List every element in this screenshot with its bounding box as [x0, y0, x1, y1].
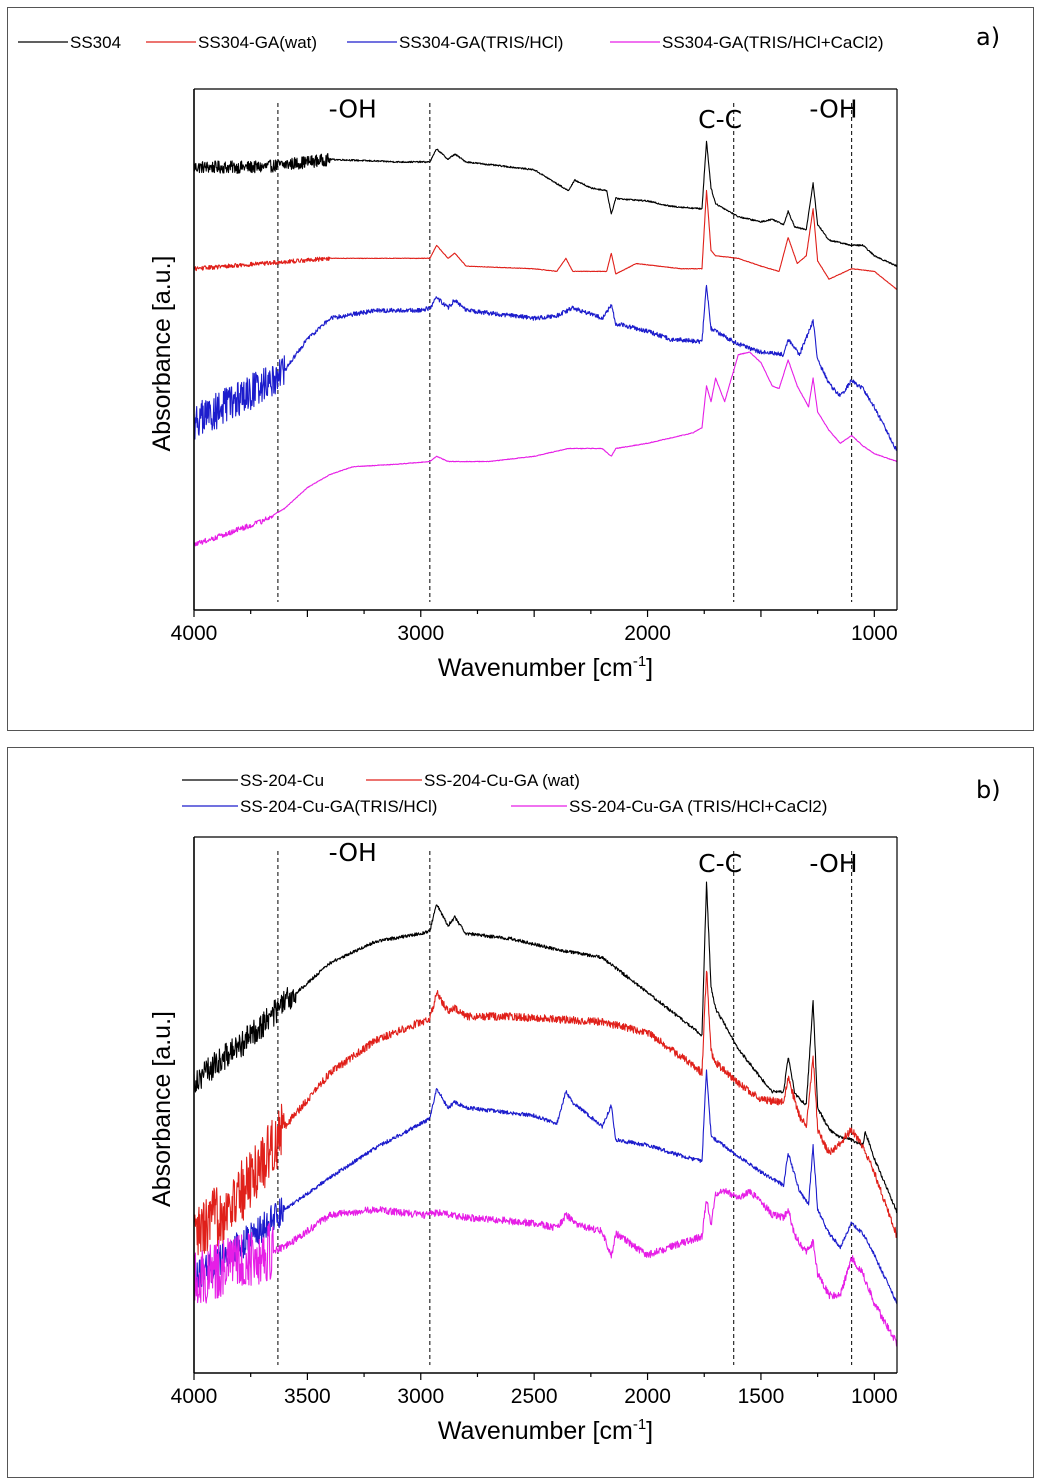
x-tick-label-4000: 4000	[171, 622, 218, 645]
series-line-ss304-ga-tris-hcl	[193, 284, 898, 452]
y-axis-title: Absorbance [a.u.]	[148, 256, 176, 452]
legend-label-ss304-ga-tris-hcl: SS304-GA(TRIS/HCl)	[399, 33, 563, 52]
annotation-oh-0: -OH	[329, 95, 377, 124]
legend-label-ss304: SS304	[70, 33, 121, 52]
series-line-ss-204-cu-ga-tris-hcl	[193, 1069, 898, 1305]
legend-label-ss-204-cu: SS-204-Cu	[240, 771, 324, 790]
panel-label: a)	[976, 23, 1000, 51]
legend-label-ss-204-cu-ga-tris-hcl: SS-204-Cu-GA(TRIS/HCl)	[240, 797, 437, 816]
series-line-ss-204-cu	[193, 881, 898, 1214]
x-tick-label-2500: 2500	[511, 1385, 558, 1408]
chart-b-svg: b) SS-204-Cu SS-204-Cu-GA (wat) SS-204-Cu-G…	[148, 771, 1001, 1445]
x-axis-title: Wavenumber [cm-1]	[438, 1416, 653, 1445]
chart-a-svg: a) SS304 SS304-GA(wat) SS304-GA(TRIS/HCl) SS…	[18, 23, 1000, 682]
series-line-ss-204-cu-ga-wat	[193, 970, 898, 1256]
chart-panel-a: a) SS304 SS304-GA(wat) SS304-GA(TRIS/HCl) SS…	[7, 7, 1034, 731]
x-tick-label-3000: 3000	[397, 622, 444, 645]
y-axis-title: Absorbance [a.u.]	[148, 1011, 176, 1207]
x-tick-label-1000: 1000	[851, 622, 898, 645]
x-tick-label-2000: 2000	[624, 1385, 671, 1408]
x-tick-label-2000: 2000	[624, 622, 671, 645]
x-tick-label-4000: 4000	[171, 1385, 218, 1408]
annotation-oh-2: -OH	[809, 95, 857, 124]
x-tick-label-1500: 1500	[738, 1385, 785, 1408]
panel-label: b)	[976, 776, 1001, 804]
legend-label-ss-204-cu-ga-wat: SS-204-Cu-GA (wat)	[424, 771, 580, 790]
legend-label-ss304-ga-wat: SS304-GA(wat)	[198, 33, 317, 52]
legend-label-ss-204-cu-ga-tris-hcl-cacl2: SS-204-Cu-GA (TRIS/HCl+CaCl2)	[569, 797, 827, 816]
series-line-ss-204-cu-ga-tris-hcl-cacl2	[193, 1188, 898, 1347]
x-tick-label-3000: 3000	[397, 1385, 444, 1408]
x-tick-label-3500: 3500	[284, 1385, 331, 1408]
annotation-c-c-1: C-C	[698, 849, 742, 878]
chart-panel-b: b) SS-204-Cu SS-204-Cu-GA (wat) SS-204-Cu-G…	[7, 747, 1034, 1478]
annotation-c-c-1: C-C	[698, 105, 742, 134]
x-tick-label-1000: 1000	[851, 1385, 898, 1408]
series-line-ss304	[193, 140, 898, 267]
annotation-oh-0: -OH	[329, 838, 377, 867]
legend-label-ss304-ga-tris-hcl-cacl2: SS304-GA(TRIS/HCl+CaCl2)	[662, 33, 884, 52]
x-axis-title: Wavenumber [cm-1]	[438, 653, 653, 682]
annotation-oh-2: -OH	[809, 849, 857, 878]
series-line-ss304-ga-tris-hcl-cacl2	[193, 351, 898, 547]
series-line-ss304-ga-wat	[193, 189, 898, 291]
